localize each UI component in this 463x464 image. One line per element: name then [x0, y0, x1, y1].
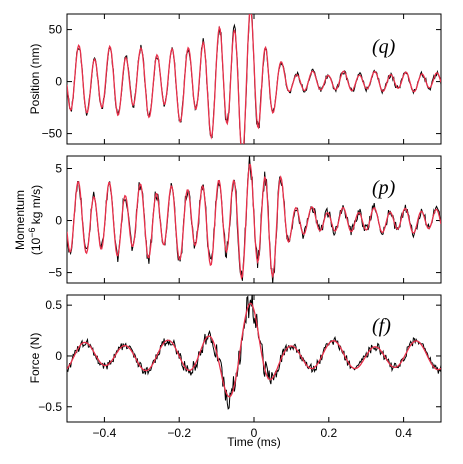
y-tick-label: 5 [55, 161, 62, 175]
panel-tag-force: (f) [372, 315, 391, 337]
series-line-measured [67, 295, 441, 410]
ticks-force: −0.4 −0.2 0 0.2 0.4 −0.5 0 0.5 [38, 295, 441, 440]
x-tick-label: 0 [251, 426, 258, 440]
y-tick-label: 0.5 [45, 298, 62, 312]
ticks-position: −50 0 50 [42, 14, 441, 144]
y-tick-label: −5 [48, 266, 62, 280]
y-tick-label: 50 [49, 23, 63, 37]
ylabel-momentum-line1: Momentum [13, 190, 27, 250]
series-line-fit [67, 302, 441, 398]
series-force [67, 295, 441, 410]
panel-position: −50 0 50 (q) Position (nm) [28, 13, 442, 145]
ylabel-force: Force (N) [28, 333, 42, 384]
ylabel-position: Position (nm) [28, 44, 42, 115]
series-line-fit [67, 163, 441, 280]
ylabel-momentum-pre: (10 [29, 237, 43, 255]
ylabel-momentum-post: kg m/s) [29, 185, 43, 228]
x-tick-label: 0.4 [395, 426, 412, 440]
series-position [67, 14, 441, 144]
ylabel-momentum-line2: (10−6 kg m/s) [27, 185, 43, 255]
panel-tag-momentum: (p) [372, 177, 396, 199]
x-tick-label: −0.2 [167, 426, 191, 440]
ticks-momentum: −5 0 5 [48, 156, 441, 283]
series-line-measured [67, 14, 441, 144]
panel-momentum: −5 0 5 (p) Momentum (10−6 kg m/s) [13, 155, 442, 284]
series-momentum [67, 156, 441, 283]
ylabel-momentum-sup: −6 [27, 228, 37, 238]
panel-tag-position: (q) [372, 36, 396, 58]
panel-force: −0.4 −0.2 0 0.2 0.4 −0.5 0 0.5 (f) Force (N) Ti… [28, 294, 442, 449]
series-line-fit [67, 14, 441, 144]
y-tick-label: 0 [55, 75, 62, 89]
x-tick-label: −0.4 [93, 426, 117, 440]
y-tick-label: −0.5 [38, 400, 62, 414]
xlabel-time: Time (ms) [227, 435, 281, 449]
y-tick-label: 0 [55, 349, 62, 363]
y-tick-label: 0 [55, 214, 62, 228]
x-tick-label: 0.2 [320, 426, 337, 440]
y-tick-label: −50 [42, 127, 63, 141]
